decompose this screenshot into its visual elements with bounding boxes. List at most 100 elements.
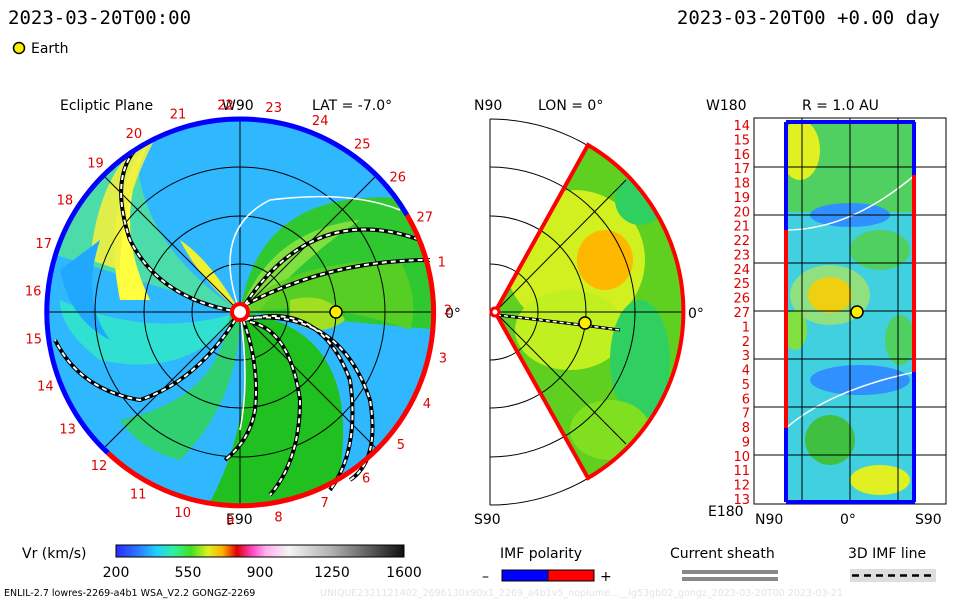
r-rotation-number: 19 bbox=[733, 191, 750, 206]
ecliptic-zero-label: 0° bbox=[445, 306, 461, 322]
rotation-number: 21 bbox=[170, 107, 187, 122]
rotation-number: 5 bbox=[397, 438, 405, 453]
colorbar bbox=[115, 544, 405, 558]
meridional-current-sheath bbox=[496, 313, 621, 332]
r-rotation-number: 24 bbox=[733, 263, 750, 278]
colorbar-tick-550: 550 bbox=[175, 565, 202, 581]
r-rotation-number: 27 bbox=[733, 306, 750, 321]
rotation-number: 1 bbox=[438, 256, 446, 271]
rotation-number: 25 bbox=[354, 138, 371, 153]
current-sheath-swatch-2 bbox=[682, 577, 778, 581]
meridional-sun-icon bbox=[489, 306, 501, 318]
datetime-label: 2023-03-20T00:00 bbox=[8, 7, 191, 29]
r-bottom-n90: N90 bbox=[755, 512, 783, 528]
ecliptic-e90-label: E90 bbox=[226, 512, 253, 528]
meridional-lon-label: LON = 0° bbox=[538, 98, 603, 114]
imf-minus-label: – bbox=[482, 569, 489, 585]
meridional-s90-label: S90 bbox=[474, 512, 501, 528]
rotation-number: 14 bbox=[37, 379, 54, 394]
colorbar-tick-200: 200 bbox=[103, 565, 130, 581]
r-rotation-number: 13 bbox=[733, 493, 750, 508]
footer-run-id: UNIQUE2321121402_2696130x90x1_2269_a4b1v… bbox=[320, 588, 843, 599]
meridional-polarity-outline bbox=[492, 142, 686, 481]
colorbar-legend: Vr (km/s) 200 550 900 1250 1600 bbox=[22, 544, 422, 581]
rotation-number: 7 bbox=[320, 496, 328, 511]
r-rotation-number: 10 bbox=[733, 450, 750, 465]
r-rotation-number: 11 bbox=[733, 464, 750, 479]
footer-run-info: ENLIL-2.7 lowres-2269-a4b1 WSA_V2.2 GONG… bbox=[4, 588, 255, 599]
r-rotation-number: 12 bbox=[733, 479, 750, 494]
earth-legend-label: Earth bbox=[31, 41, 69, 57]
sun-icon bbox=[230, 302, 250, 322]
earth-ecliptic-icon bbox=[329, 305, 343, 319]
rotation-number: 15 bbox=[25, 333, 42, 348]
ecliptic-lat-label: LAT = -7.0° bbox=[312, 98, 392, 114]
meridional-n90-label: N90 bbox=[474, 98, 502, 114]
r-polarity-border bbox=[784, 120, 916, 504]
imf-plus-label: + bbox=[600, 569, 612, 585]
rotation-number: 13 bbox=[59, 422, 76, 437]
r-rotation-number: 2 bbox=[742, 335, 750, 350]
r-rotation-number: 18 bbox=[733, 177, 750, 192]
rotation-number: 8 bbox=[274, 510, 282, 525]
r-rotation-number: 1 bbox=[742, 320, 750, 335]
meridional-zero-label: 0° bbox=[688, 306, 704, 322]
imf-polarity-legend: IMF polarity – + bbox=[482, 546, 612, 585]
rotation-number: 24 bbox=[312, 114, 329, 129]
r-rotation-number: 6 bbox=[742, 392, 750, 407]
rotation-number: 17 bbox=[35, 237, 52, 252]
imf-line-legend: 3D IMF line bbox=[848, 546, 936, 582]
ecliptic-current-sheath bbox=[53, 148, 431, 497]
ecliptic-plane-panel: Ecliptic Plane LAT = -7.0° W90 E90 0° bbox=[25, 98, 461, 529]
r-rotation-number: 3 bbox=[742, 349, 750, 364]
r-bottom-zero: 0° bbox=[840, 512, 856, 528]
ecliptic-title: Ecliptic Plane bbox=[60, 98, 153, 114]
imf-positive-swatch bbox=[547, 569, 595, 582]
meridional-plane-panel: N90 LON = 0° S90 0° bbox=[474, 98, 704, 528]
ecliptic-w90-label: W90 bbox=[222, 98, 254, 114]
colorbar-tick-1250: 1250 bbox=[314, 565, 350, 581]
rotation-number: 22 bbox=[217, 99, 234, 114]
r-w180-label: W180 bbox=[706, 98, 747, 114]
rotation-number: 10 bbox=[174, 506, 191, 521]
rotation-number: 6 bbox=[362, 471, 370, 486]
current-sheath-swatch bbox=[682, 570, 778, 574]
rotation-number: 27 bbox=[417, 211, 434, 226]
r-rotation-number: 21 bbox=[733, 220, 750, 235]
r-rotation-number: 8 bbox=[742, 421, 750, 436]
r-rotation-number: 4 bbox=[742, 364, 750, 379]
r-rotation-number: 26 bbox=[733, 292, 750, 307]
r-rotation-number: 15 bbox=[733, 133, 750, 148]
r-rotation-number: 16 bbox=[733, 148, 750, 163]
rotation-number: 11 bbox=[130, 487, 147, 502]
colorbar-tick-900: 900 bbox=[247, 565, 274, 581]
current-sheath-legend: Current sheath bbox=[670, 546, 778, 581]
earth-meridional-icon bbox=[578, 316, 592, 330]
r-rotation-number: 14 bbox=[733, 119, 750, 134]
rotation-number: 20 bbox=[126, 127, 143, 142]
datetime-offset-label: 2023-03-20T00 +0.00 day bbox=[677, 7, 940, 29]
r-e180-label: E180 bbox=[708, 504, 744, 520]
rotation-number: 26 bbox=[390, 171, 407, 186]
r-rotation-number: 9 bbox=[742, 436, 750, 451]
r-panel: W180 R = 1.0 AU E180 N90 0° S90 bbox=[706, 98, 947, 528]
rotation-number: 16 bbox=[25, 284, 42, 299]
r-rotation-number: 23 bbox=[733, 249, 750, 264]
imf-line-label: 3D IMF line bbox=[848, 546, 926, 562]
imf-polarity-label: IMF polarity bbox=[500, 546, 582, 562]
rotation-number: 23 bbox=[265, 101, 282, 116]
rotation-number: 19 bbox=[87, 156, 104, 171]
r-rotation-numbers: 1415161718192021222324252627123456789101… bbox=[733, 119, 750, 508]
rotation-number: 4 bbox=[423, 397, 431, 412]
r-rotation-number: 25 bbox=[733, 277, 750, 292]
r-bottom-s90: S90 bbox=[915, 512, 942, 528]
rotation-number: 18 bbox=[57, 194, 74, 209]
ecliptic-polarity-ring bbox=[44, 116, 437, 509]
colorbar-label: Vr (km/s) bbox=[22, 546, 86, 562]
earth-legend-icon bbox=[12, 41, 26, 55]
current-sheath-label: Current sheath bbox=[670, 546, 775, 562]
ecliptic-white-contours bbox=[229, 195, 401, 431]
rotation-number: 3 bbox=[439, 352, 447, 367]
earth-r-panel-icon bbox=[850, 305, 864, 319]
